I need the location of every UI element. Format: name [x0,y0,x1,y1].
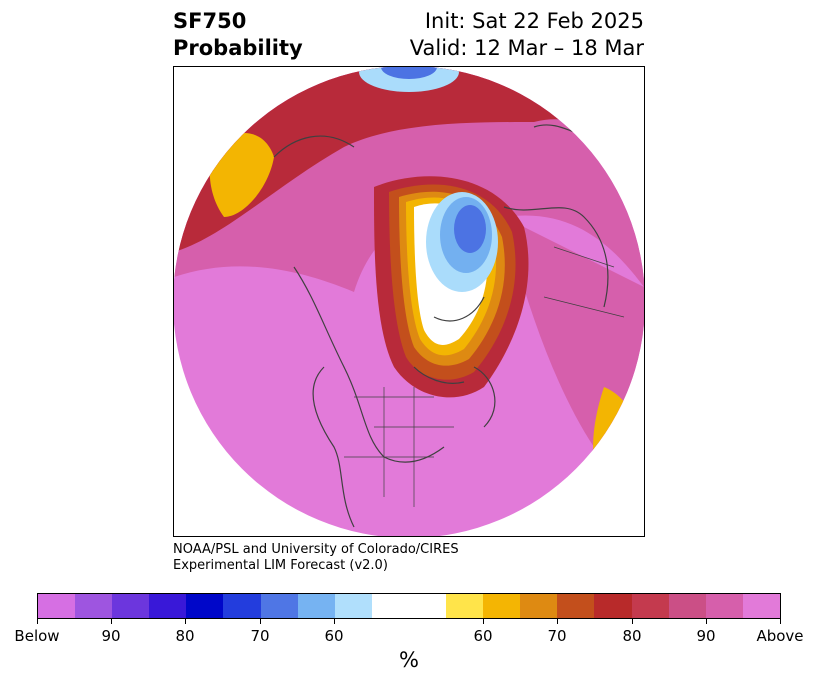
colorbar-bin [742,594,780,618]
credit-line-1: NOAA/PSL and University of Colorado/CIRE… [173,542,459,557]
colorbar-bin [75,594,113,618]
shade-above-60-east [593,387,644,497]
colorbar-tickmark [483,619,484,624]
colorbar-bin [112,594,150,618]
valid-range: Valid: 12 Mar – 18 Mar [409,36,644,60]
colorbar-bin [334,594,372,618]
colorbar-bin [297,594,335,618]
forecast-map [174,67,644,536]
colorbar-bin [631,594,669,618]
colorbar-bin [260,594,298,618]
colorbar-tickmark [780,619,781,624]
colorbar-tick-label: Below [14,627,60,645]
colorbar-tickmark [557,619,558,624]
colorbar-tickmark [111,619,112,624]
colorbar-tick-label: 80 [622,627,642,645]
shade-above-60-west [209,133,274,217]
title-block-left: SF750 Probability [173,8,303,62]
colorbar-bin [223,594,261,618]
colorbar-bin [557,594,595,618]
colorbar-bin [594,594,632,618]
shade-above-80 [174,67,644,252]
credit-block: NOAA/PSL and University of Colorado/CIRE… [173,542,459,574]
colorbar-tickmark [37,619,38,624]
colorbar-tick-label: Above [756,627,804,645]
colorbar-unit-label: % [399,648,419,672]
colorbar-tick-label: 80 [175,627,195,645]
colorbar-tickmark [185,619,186,624]
variable-subtitle: Probability [173,36,303,60]
colorbar-tick-label: 70 [547,627,567,645]
title-block-right: Init: Sat 22 Feb 2025 Valid: 12 Mar – 18… [410,8,644,62]
variable-name: SF750 [173,9,247,33]
colorbar-bin [186,594,224,618]
borders [344,246,625,507]
colorbar-tick-label: 60 [473,627,493,645]
colorbar [37,593,781,619]
colorbar-bin [705,594,743,618]
colorbar-bin [520,594,558,618]
colorbar-tick-label: 60 [324,627,344,645]
colorbar-tickmark [260,619,261,624]
init-date: Init: Sat 22 Feb 2025 [424,9,644,33]
colorbar-tick-label: 70 [250,627,270,645]
colorbar-bin [38,594,76,618]
colorbar-bin [483,594,521,618]
shade-below-80 [454,205,486,253]
colorbar-bin [668,594,706,618]
map-panel [173,66,645,537]
colorbar-tick-label: 90 [101,627,121,645]
credit-line-2: Experimental LIM Forecast (v2.0) [173,558,388,573]
colorbar-bin [149,594,187,618]
colorbar-bin [371,594,447,618]
colorbar-tickmark [334,619,335,624]
colorbar-tick-label: 90 [696,627,716,645]
colorbar-bin [446,594,484,618]
colorbar-tickmark [706,619,707,624]
shade-top-below-core [381,67,437,79]
colorbar-tickmark [632,619,633,624]
